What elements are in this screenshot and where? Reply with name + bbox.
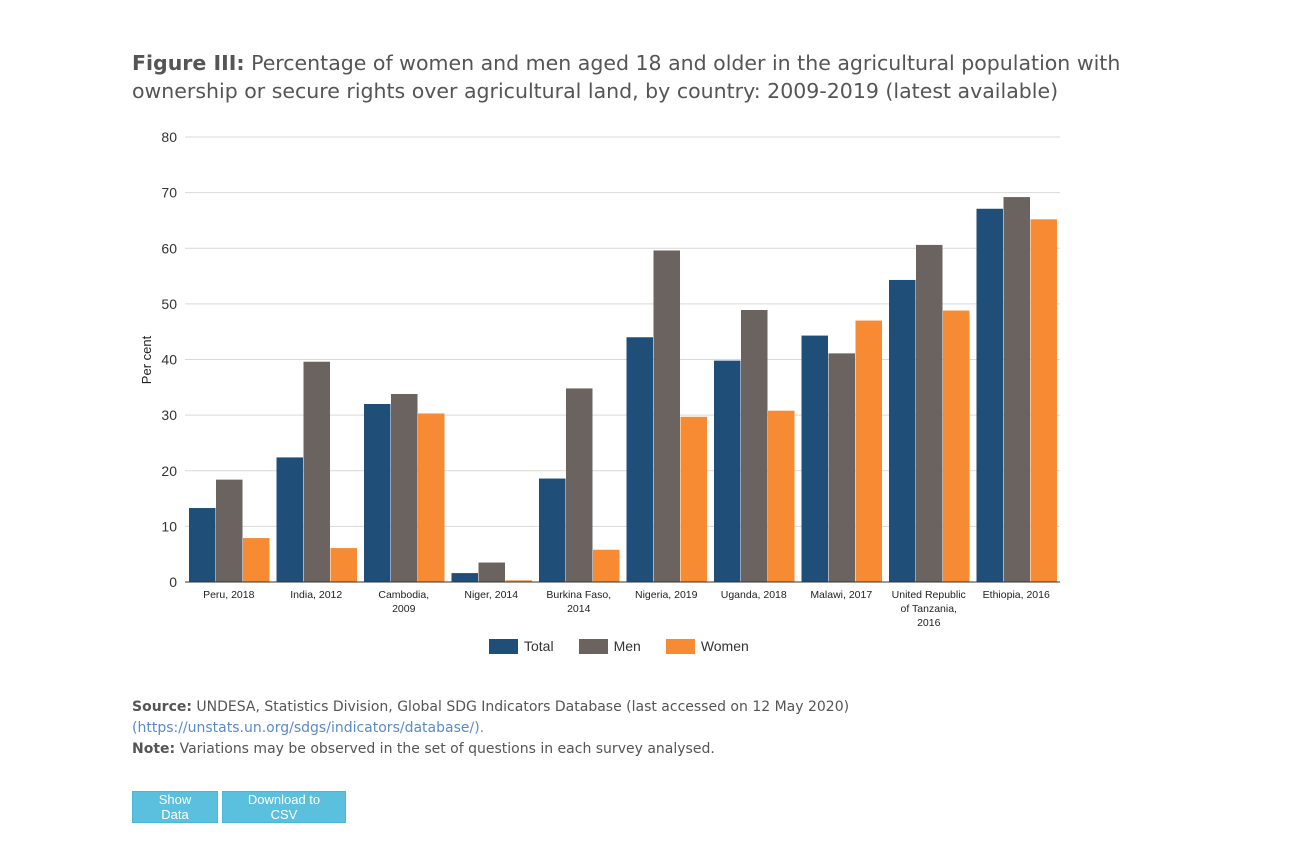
grid-lines <box>185 136 1060 527</box>
bar-men[interactable] <box>653 250 681 582</box>
legend-label: Men <box>613 638 641 654</box>
bar-men[interactable] <box>391 393 418 582</box>
legend-item-men[interactable]: Men <box>578 638 641 654</box>
bar-women[interactable] <box>1030 219 1058 582</box>
bar-total[interactable] <box>451 573 479 582</box>
note-text: Variations may be observed in the set of… <box>175 741 715 757</box>
y-tick-label: 10 <box>161 518 177 534</box>
x-category-label: 2016 <box>917 617 941 629</box>
bar-total[interactable] <box>276 457 304 582</box>
x-category-label: Peru, 2018 <box>203 589 255 601</box>
bar-men[interactable] <box>303 361 331 582</box>
figure-title-prefix: Figure III: <box>132 51 245 75</box>
y-axis-label: Per cent <box>139 335 154 384</box>
bar-total[interactable] <box>539 478 566 582</box>
download-csv-button[interactable]: Download to CSV <box>222 791 346 823</box>
x-category-label: United Republic <box>892 589 966 601</box>
bar-women[interactable] <box>330 548 358 582</box>
legend-item-total[interactable]: Total <box>489 638 554 654</box>
x-category-label: of Tanzania, <box>901 603 957 615</box>
x-category-label: Burkina Faso, <box>546 589 611 601</box>
y-tick-label: 30 <box>161 407 177 423</box>
bar-men[interactable] <box>741 309 768 582</box>
bar-total[interactable] <box>976 208 1004 582</box>
bar-men[interactable] <box>216 479 243 582</box>
bar-total[interactable] <box>714 360 741 582</box>
bar-men[interactable] <box>916 244 943 582</box>
y-tick-label: 80 <box>161 129 177 145</box>
x-category-label: Niger, 2014 <box>464 589 518 601</box>
bar-men[interactable] <box>478 562 506 582</box>
notes-block: Source: UNDESA, Statistics Division, Glo… <box>132 697 1032 760</box>
bar-men[interactable] <box>566 388 593 582</box>
x-category-label: Uganda, 2018 <box>721 589 787 601</box>
x-category-label: Ethiopia, 2016 <box>983 589 1050 601</box>
y-tick-label: 0 <box>169 574 177 590</box>
y-tick-label: 40 <box>161 352 177 368</box>
bar-total[interactable] <box>889 279 916 582</box>
y-tick-label: 20 <box>161 463 177 479</box>
bar-women[interactable] <box>855 320 883 582</box>
legend-swatch <box>489 638 518 654</box>
legend-label: Women <box>700 638 749 654</box>
legend-swatch <box>665 638 695 654</box>
bar-women[interactable] <box>505 580 533 582</box>
bar-men[interactable] <box>828 353 856 582</box>
source-line: Source: UNDESA, Statistics Division, Glo… <box>132 697 1032 718</box>
y-tick-label: 50 <box>161 296 177 312</box>
x-category-label: 2009 <box>392 603 416 615</box>
source-link[interactable]: (https://unstats.un.org/sdgs/indicators/… <box>132 720 485 736</box>
y-axis-ticks: 0 10 20 30 40 50 60 70 80 <box>161 129 177 590</box>
chart-legend: Total Men Women <box>489 638 774 654</box>
bar-women[interactable] <box>943 310 970 582</box>
bar-women[interactable] <box>680 416 708 582</box>
bar-women[interactable] <box>768 410 795 582</box>
y-tick-label: 70 <box>161 185 177 201</box>
x-category-label: Nigeria, 2019 <box>635 589 698 601</box>
bar-men[interactable] <box>1003 197 1031 582</box>
note-label: Note: <box>132 741 176 757</box>
figure-title: Figure III: Percentage of women and men … <box>132 49 1132 105</box>
legend-swatch <box>578 638 608 654</box>
x-category-label: Cambodia, <box>378 589 429 601</box>
bar-women[interactable] <box>418 413 445 582</box>
bar-total[interactable] <box>801 335 829 582</box>
bars <box>189 197 1057 582</box>
note-line: Note: Variations may be observed in the … <box>132 739 1032 760</box>
bar-chart: 0 10 20 30 40 50 60 70 80 Peru, 2018 India, 2012 C… <box>139 129 1060 629</box>
x-axis-categories: Peru, 2018 India, 2012 Cambodia, 2009 Niger,… <box>203 589 1050 629</box>
bar-total[interactable] <box>189 508 216 582</box>
legend-item-women[interactable]: Women <box>665 638 749 654</box>
source-label: Source: <box>132 699 192 715</box>
bar-total[interactable] <box>626 337 654 582</box>
source-text: UNDESA, Statistics Division, Global SDG … <box>191 699 850 715</box>
x-category-label: 2014 <box>567 603 591 615</box>
figure-title-text: Percentage of women and men aged 18 and … <box>132 51 1121 103</box>
bar-women[interactable] <box>593 549 620 582</box>
y-tick-label: 60 <box>161 240 177 256</box>
x-category-label: Malawi, 2017 <box>810 589 872 601</box>
x-category-label: India, 2012 <box>290 589 342 601</box>
show-data-button[interactable]: Show Data <box>132 791 218 823</box>
bar-total[interactable] <box>364 404 391 582</box>
bar-women[interactable] <box>243 538 270 582</box>
legend-label: Total <box>524 638 554 654</box>
